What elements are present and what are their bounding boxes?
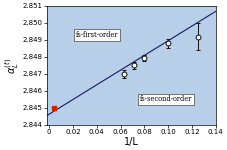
Y-axis label: $\alpha_L^{(t)}$: $\alpha_L^{(t)}$ xyxy=(3,57,21,74)
X-axis label: 1/L: 1/L xyxy=(124,136,139,147)
Text: fs-first-order: fs-first-order xyxy=(75,31,118,39)
Text: fs-second-order: fs-second-order xyxy=(140,95,192,104)
